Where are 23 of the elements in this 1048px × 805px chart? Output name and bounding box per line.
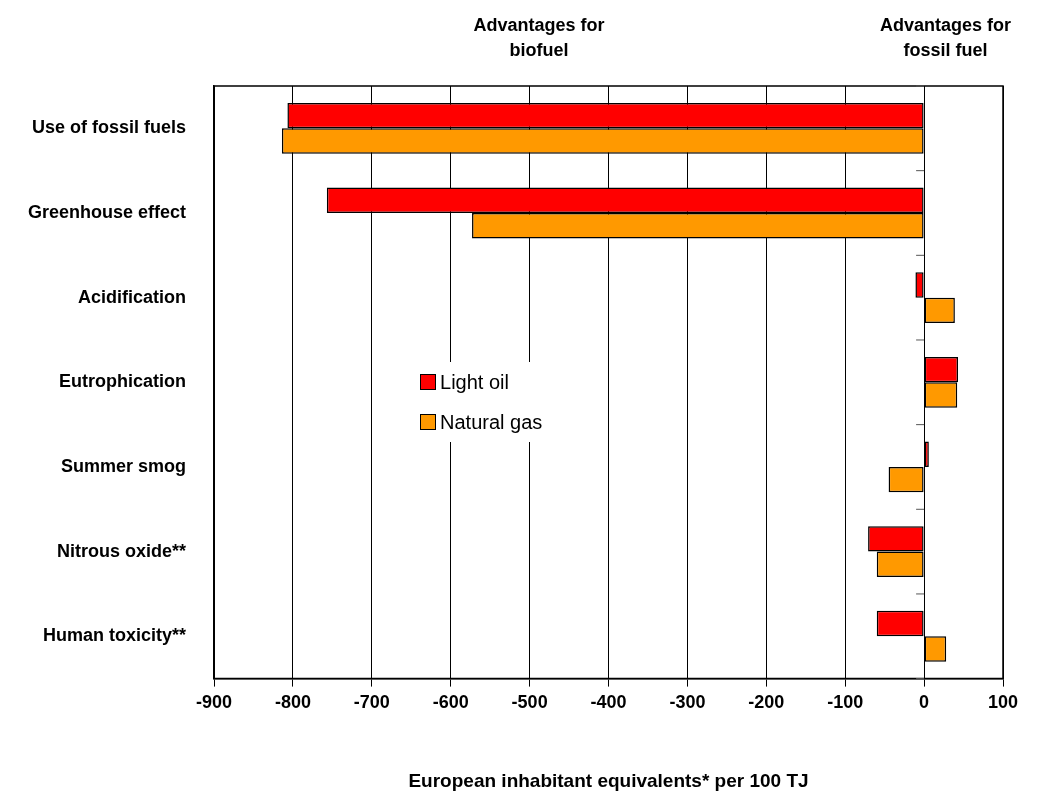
- y-tick-label: Summer smog: [61, 455, 187, 476]
- y-tick-label: Acidification: [78, 286, 187, 307]
- y-tick-label: Use of fossil fuels: [32, 117, 187, 138]
- x-tick-label: -900: [196, 692, 233, 713]
- x-tick-label: 100: [987, 692, 1019, 713]
- x-axis-title: European inhabitant equivalents* per 100 TJ: [408, 769, 809, 791]
- legend-label: Light oil: [440, 370, 509, 394]
- x-tick-label: -100: [827, 692, 864, 713]
- y-tick-label: Greenhouse effect: [28, 201, 187, 222]
- text: Advantages for fossil fuel: [880, 15, 1012, 60]
- x-tick-label: -200: [748, 692, 785, 713]
- legend-label: Natural gas: [440, 410, 543, 434]
- x-tick-label: -400: [590, 692, 627, 713]
- y-tick-label: Eutrophication: [59, 371, 187, 392]
- x-tick-label: -700: [353, 692, 390, 713]
- x-tick-label: -300: [669, 692, 706, 713]
- text: Advantages for biofuel: [473, 15, 605, 60]
- y-tick-label: Nitrous oxide**: [57, 540, 187, 561]
- x-tick-label: -800: [274, 692, 311, 713]
- y-tick-label: Human toxicity**: [43, 625, 187, 646]
- x-tick-label: 0: [919, 692, 930, 713]
- x-tick-label: -600: [432, 692, 469, 713]
- x-tick-label: -500: [511, 692, 548, 713]
